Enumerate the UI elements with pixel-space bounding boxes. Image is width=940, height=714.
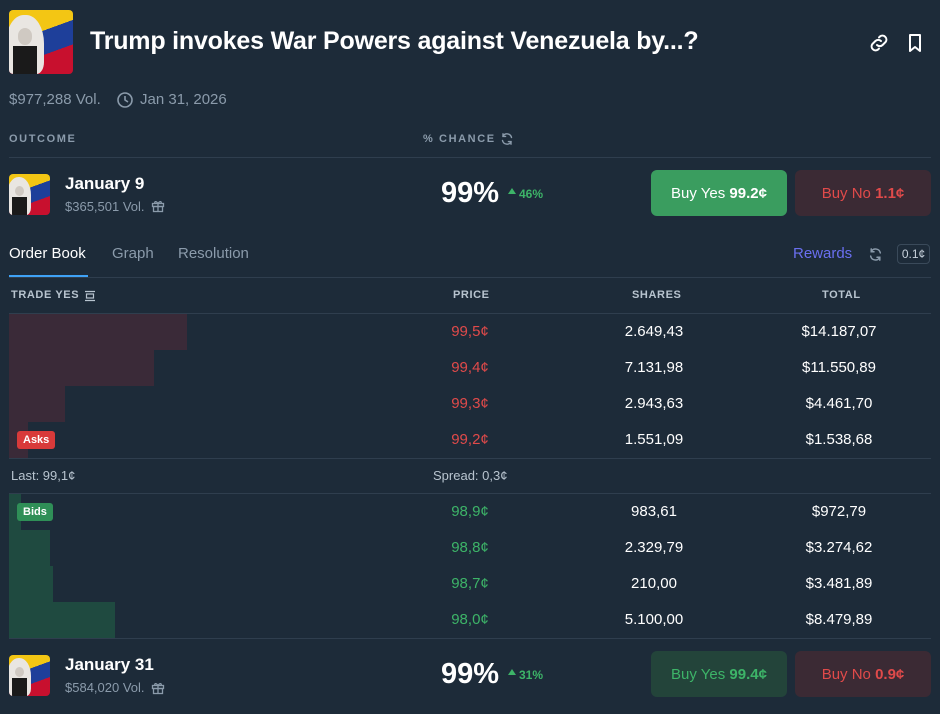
outcome-chance: 99% (441, 177, 500, 209)
bid-price: 98,0¢ (451, 611, 489, 628)
outcome-name: January 31 (65, 655, 154, 674)
buy-yes-price: 99.4¢ (729, 665, 767, 683)
buy-no-price: 0.9¢ (875, 665, 905, 683)
buy-no-price: 1.1¢ (875, 184, 905, 202)
divider (9, 157, 931, 158)
divider (9, 277, 931, 278)
outcome-thumbnail (9, 174, 50, 215)
buy-no-button[interactable]: Buy No 0.9¢ (795, 651, 931, 697)
outcome-column-header: OUTCOME (9, 133, 77, 145)
trade-yes-label: TRADE YES (11, 289, 80, 301)
outcome-delta: 31% (519, 668, 544, 682)
bid-shares: 983,61 (631, 503, 677, 520)
market-volume: $977,288 Vol. (9, 91, 101, 108)
price-column-header: PRICE (453, 289, 490, 301)
outcome-delta: 46% (519, 187, 544, 201)
outcome-volume: $365,501 Vol. (65, 199, 145, 214)
bid-total: $8.479,89 (805, 611, 873, 628)
ask-price: 99,2¢ (451, 431, 489, 448)
bid-depth-bar (9, 602, 115, 638)
bid-shares: 2.329,79 (624, 539, 684, 556)
total-column-header: TOTAL (822, 289, 861, 301)
bid-total: $972,79 (811, 503, 867, 520)
bid-shares: 210,00 (631, 575, 677, 592)
triangle-up-icon (508, 669, 516, 675)
buy-yes-price: 99.2¢ (729, 184, 767, 202)
ask-total: $11.550,89 (802, 359, 876, 376)
refresh-icon[interactable] (868, 247, 883, 262)
buy-no-label: Buy No (821, 665, 871, 683)
ask-total: $4.461,70 (805, 395, 873, 412)
bid-depth-bar (9, 530, 50, 566)
ask-price: 99,5¢ (451, 323, 489, 340)
ask-price: 99,3¢ (451, 395, 489, 412)
buy-no-label: Buy No (821, 184, 871, 202)
outcome-volume: $584,020 Vol. (65, 680, 145, 695)
divider (9, 493, 931, 494)
bid-total: $3.481,89 (805, 575, 873, 592)
chance-column-header: % CHANCE (423, 133, 496, 145)
tab-active-underline (9, 275, 88, 277)
bid-depth-bar (9, 566, 53, 602)
ask-total: $1.538,68 (805, 431, 873, 448)
bids-badge: Bids (17, 503, 53, 521)
tab-order-book[interactable]: Order Book (9, 245, 86, 262)
tab-graph[interactable]: Graph (112, 245, 154, 262)
ask-depth-bar (9, 350, 154, 386)
ask-shares: 1.551,09 (624, 431, 684, 448)
spread: Spread: 0,3¢ (433, 468, 508, 483)
ask-depth-bar (9, 314, 187, 350)
outcome-chance: 99% (441, 658, 500, 690)
buy-yes-label: Buy Yes (671, 184, 726, 202)
outcome-name: January 9 (65, 174, 145, 193)
buy-yes-button[interactable]: Buy Yes 99.4¢ (651, 651, 787, 697)
ask-total: $14.187,07 (801, 323, 877, 340)
asks-badge: Asks (17, 431, 56, 449)
ask-shares: 2.943,63 (624, 395, 684, 412)
shares-column-header: SHARES (632, 289, 682, 301)
refresh-icon[interactable] (500, 132, 514, 146)
gift-icon (151, 681, 165, 695)
bid-price: 98,8¢ (451, 539, 489, 556)
tick-size-badge[interactable]: 0.1¢ (897, 244, 930, 264)
tab-resolution[interactable]: Resolution (178, 245, 249, 262)
buy-yes-label: Buy Yes (671, 665, 726, 683)
bid-price: 98,7¢ (451, 575, 489, 592)
ask-price: 99,4¢ (451, 359, 489, 376)
divider (9, 313, 931, 314)
bid-total: $3.274,62 (805, 539, 873, 556)
gift-icon (151, 199, 165, 213)
rewards-link[interactable]: Rewards (793, 245, 853, 262)
link-icon[interactable] (867, 31, 891, 55)
bid-price: 98,9¢ (451, 503, 489, 520)
clock-icon (116, 91, 134, 109)
tick-size-label: 0.1¢ (901, 247, 926, 261)
divider (9, 638, 931, 639)
market-thumbnail (9, 10, 73, 74)
outcome-thumbnail (9, 655, 50, 696)
bid-shares: 5.100,00 (624, 611, 684, 628)
market-end-date: Jan 31, 2026 (140, 91, 227, 108)
buy-no-button[interactable]: Buy No 1.1¢ (795, 170, 931, 216)
ask-depth-bar (9, 386, 65, 422)
triangle-up-icon (508, 188, 516, 194)
orderbook-toggle-icon[interactable] (84, 289, 96, 302)
buy-yes-button[interactable]: Buy Yes 99.2¢ (651, 170, 787, 216)
ask-shares: 2.649,43 (624, 323, 684, 340)
ask-shares: 7.131,98 (624, 359, 684, 376)
last-price: Last: 99,1¢ (11, 468, 76, 483)
market-title: Trump invokes War Powers against Venezue… (90, 27, 699, 55)
bookmark-icon[interactable] (903, 31, 927, 55)
divider (9, 458, 931, 459)
